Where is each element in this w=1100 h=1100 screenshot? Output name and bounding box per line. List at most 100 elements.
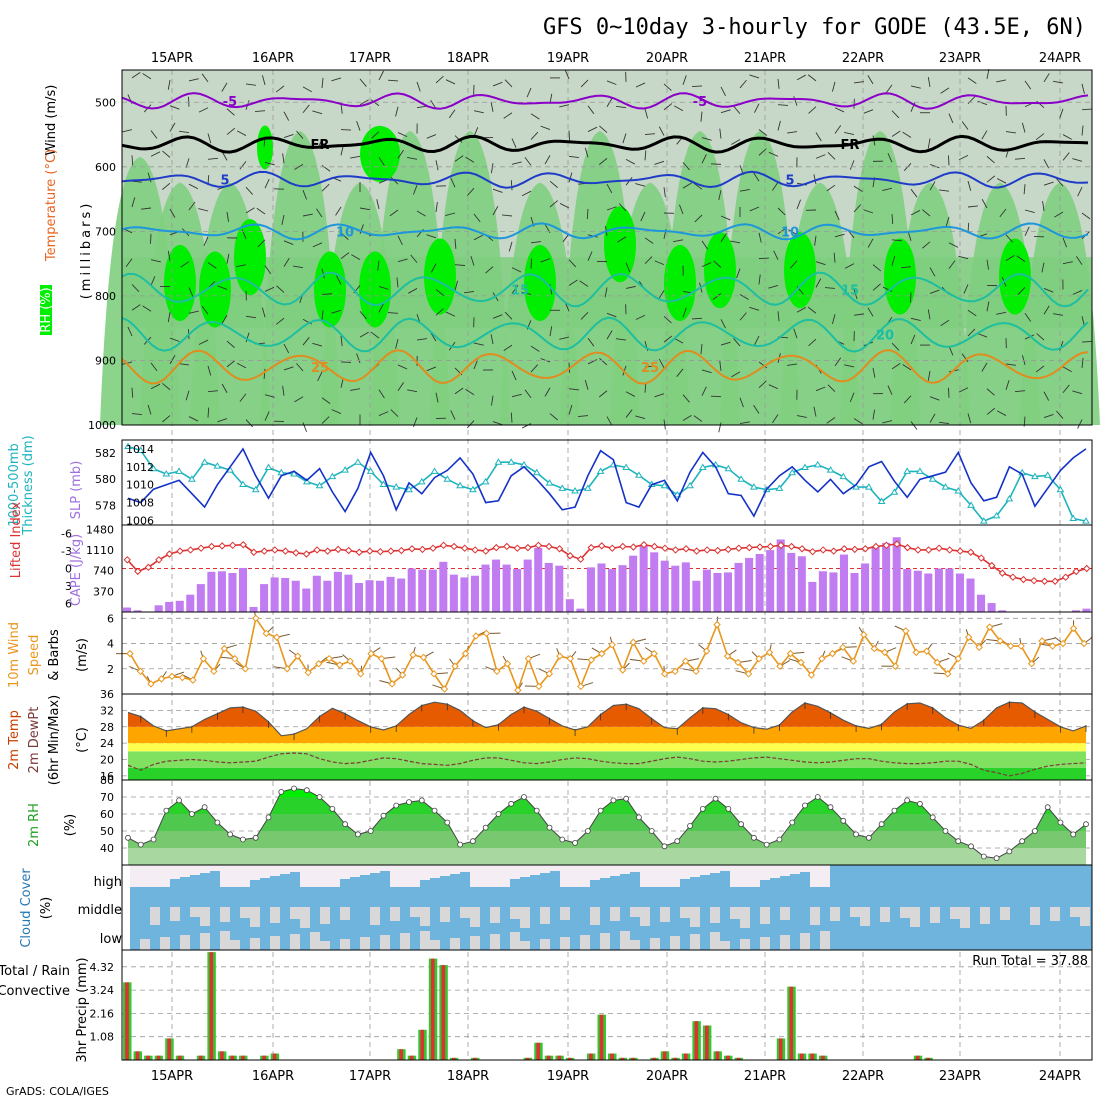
cloud-low-cell <box>360 937 370 950</box>
wind-barb <box>430 100 437 109</box>
cloud-mid-cell <box>630 907 640 917</box>
thickness-point <box>430 467 439 474</box>
wind-barb <box>167 79 171 90</box>
cape-bar <box>671 565 680 612</box>
precip-convective-bar <box>125 982 129 1060</box>
wind-barb <box>753 404 760 414</box>
cloud-mid-cell <box>950 907 960 919</box>
cape-bar <box>534 547 543 612</box>
lifted-index-point <box>376 547 385 556</box>
precip-convective-bar <box>430 958 435 1060</box>
wind-barb <box>207 407 210 418</box>
wind-speed-point <box>189 676 197 684</box>
wind-barb <box>511 267 522 273</box>
wind-barb <box>1043 305 1050 315</box>
rh-tick: 50 <box>100 825 114 838</box>
lifted-index-point <box>703 546 711 554</box>
thickness-point <box>813 460 822 468</box>
cloud-low-cell <box>400 933 410 950</box>
dewpoint-line <box>127 752 1087 777</box>
wind-barb <box>948 387 950 398</box>
wind-barb <box>691 317 703 320</box>
cloud-high-cell <box>930 880 940 887</box>
dewpt-label: 2m DewPt <box>27 707 42 774</box>
wind-speed-point <box>409 651 417 659</box>
wind-barb <box>131 304 141 311</box>
wind-barb <box>162 150 171 158</box>
cape-bar <box>344 574 353 612</box>
wind10-unit-label: (m/s) <box>75 638 90 672</box>
cloud-high-cell <box>510 879 520 887</box>
wind-barb <box>351 254 361 261</box>
precip-convective-bar <box>926 1057 931 1060</box>
thickness-point <box>890 488 899 495</box>
wind-barb <box>826 417 836 424</box>
cloud-mid-cell <box>690 907 700 927</box>
wind-barb <box>599 125 608 133</box>
date-label-bottom: 19APR <box>547 1069 589 1084</box>
wind-barb <box>815 154 826 159</box>
wind-speed-point <box>314 660 323 668</box>
cloud-high-cell <box>870 875 880 887</box>
wind-barb <box>283 111 290 121</box>
slp-tick: 1006 <box>126 515 154 528</box>
temp-tick: 32 <box>100 704 114 717</box>
wind-barb <box>294 396 304 403</box>
wind-barb <box>853 313 864 316</box>
precip-convective-bar <box>726 1055 730 1060</box>
wind-barb <box>549 413 558 421</box>
wind-barb <box>294 163 304 170</box>
wind-speed-point <box>839 643 847 652</box>
cape-bar <box>681 562 690 612</box>
wind-barb <box>150 362 158 372</box>
wind-barb <box>967 205 978 208</box>
cape-bar <box>428 569 437 612</box>
temperature-axis-label: Temperature (°C) <box>44 149 59 262</box>
wind-barb <box>606 312 617 318</box>
wind-barb <box>720 233 727 243</box>
wind-barb <box>221 315 228 325</box>
precip-convective-bar <box>799 1053 804 1060</box>
wind-barb <box>736 268 741 279</box>
precip-convective-bar <box>241 1055 245 1060</box>
wind-barb <box>568 172 573 183</box>
wind-barb <box>882 286 893 292</box>
wind-barb <box>340 336 343 347</box>
lifted-index-point <box>661 544 669 552</box>
wind-barb <box>719 360 722 371</box>
wind-barb <box>1016 255 1026 263</box>
wind-barb <box>198 339 209 345</box>
wind-speed-point <box>1027 660 1036 668</box>
cloud-low-cell <box>780 935 790 950</box>
rh-tick: 70 <box>100 791 114 804</box>
panel-frame-precip <box>121 949 1093 1061</box>
wind-barb <box>321 397 331 404</box>
wind-barb <box>340 252 350 259</box>
cape-bar <box>281 577 290 612</box>
lifted-index-point <box>998 569 1007 577</box>
rh-legend-swatch <box>40 285 52 335</box>
wind-barb <box>1062 366 1072 373</box>
wind-barb <box>793 328 798 339</box>
precip-total-label: Total / Rain <box>0 964 70 979</box>
wind-speed-point <box>126 649 134 658</box>
wind-barb <box>245 83 256 86</box>
wind-barb <box>167 312 171 323</box>
wind-barb <box>606 206 617 211</box>
wind-barb <box>981 199 988 209</box>
cape-bar <box>702 569 711 612</box>
wind-barb <box>131 413 142 416</box>
wind10-speed-label: Speed <box>27 635 42 676</box>
wind-speed-point <box>902 627 910 635</box>
thickness-point <box>954 487 963 494</box>
wind-barb <box>606 330 613 340</box>
wind-barb <box>524 389 532 398</box>
wind-speed-point <box>503 660 512 668</box>
wind-barb <box>1014 390 1026 393</box>
wind-speed-point <box>220 644 229 653</box>
wind-barb <box>658 358 665 369</box>
wind-barb <box>201 305 209 315</box>
wind-barb <box>616 338 627 341</box>
lifted-index-point <box>713 546 722 555</box>
wind-speed-point <box>199 654 208 663</box>
